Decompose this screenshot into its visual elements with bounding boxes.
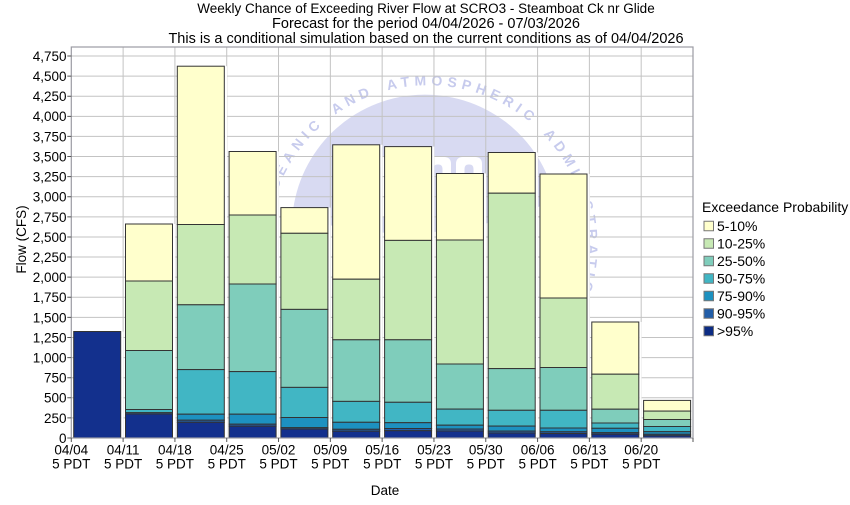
svg-text:06/06: 06/06 [521,443,555,458]
svg-text:3,750: 3,750 [33,129,67,144]
svg-text:5 PDT: 5 PDT [518,457,556,472]
svg-text:05/23: 05/23 [417,443,451,458]
svg-text:Forecast for the period 04/04/: Forecast for the period 04/04/2026 - 07/… [272,16,580,32]
svg-text:75-90%: 75-90% [717,288,765,304]
svg-text:90-95%: 90-95% [717,305,765,321]
svg-text:5 PDT: 5 PDT [467,457,505,472]
svg-text:2,250: 2,250 [33,250,67,265]
svg-text:3,000: 3,000 [33,190,67,205]
svg-text:0: 0 [59,431,67,446]
svg-text:5-10%: 5-10% [717,218,757,234]
svg-text:5 PDT: 5 PDT [259,457,297,472]
svg-text:1,000: 1,000 [33,350,67,365]
svg-text:05/09: 05/09 [313,443,347,458]
svg-text:06/20: 06/20 [624,443,658,458]
svg-text:2,000: 2,000 [33,270,67,285]
svg-text:05/30: 05/30 [469,443,503,458]
svg-text:2,500: 2,500 [33,230,67,245]
svg-text:2,750: 2,750 [33,210,67,225]
svg-text:Exceedance Probability: Exceedance Probability [702,199,848,215]
svg-text:4,750: 4,750 [33,49,67,64]
svg-text:1,500: 1,500 [33,310,67,325]
svg-text:5 PDT: 5 PDT [156,457,194,472]
svg-text:5 PDT: 5 PDT [363,457,401,472]
svg-text:5 PDT: 5 PDT [311,457,349,472]
svg-text:06/13: 06/13 [573,443,607,458]
svg-text:1,250: 1,250 [33,330,67,345]
svg-text:04/11: 04/11 [107,443,140,458]
svg-text:1,750: 1,750 [33,290,67,305]
svg-text:4,250: 4,250 [33,89,67,104]
svg-text:5 PDT: 5 PDT [415,457,453,472]
svg-text:3,250: 3,250 [33,170,67,185]
svg-text:10-25%: 10-25% [717,235,765,251]
svg-text:>95%: >95% [717,323,753,339]
svg-text:Date: Date [371,483,400,498]
svg-text:Weekly Chance of Exceeding Riv: Weekly Chance of Exceeding River Flow at… [197,1,654,16]
svg-text:3,500: 3,500 [33,149,67,164]
svg-text:500: 500 [44,391,67,406]
svg-text:04/04: 04/04 [54,443,88,458]
svg-text:05/16: 05/16 [365,443,399,458]
svg-text:250: 250 [44,411,67,426]
svg-text:5 PDT: 5 PDT [622,457,660,472]
svg-text:750: 750 [44,371,67,386]
svg-text:50-75%: 50-75% [717,270,765,286]
svg-text:04/25: 04/25 [210,443,244,458]
svg-text:5 PDT: 5 PDT [570,457,608,472]
svg-text:5 PDT: 5 PDT [52,457,90,472]
svg-text:5 PDT: 5 PDT [104,457,142,472]
svg-text:4,000: 4,000 [33,109,67,124]
svg-text:Flow (CFS): Flow (CFS) [14,205,29,273]
svg-text:5 PDT: 5 PDT [208,457,246,472]
svg-text:05/02: 05/02 [262,443,296,458]
svg-text:This is a conditional simulati: This is a conditional simulation based o… [168,31,683,47]
svg-text:04/18: 04/18 [158,443,192,458]
svg-text:25-50%: 25-50% [717,253,765,269]
svg-text:4,500: 4,500 [33,69,67,84]
